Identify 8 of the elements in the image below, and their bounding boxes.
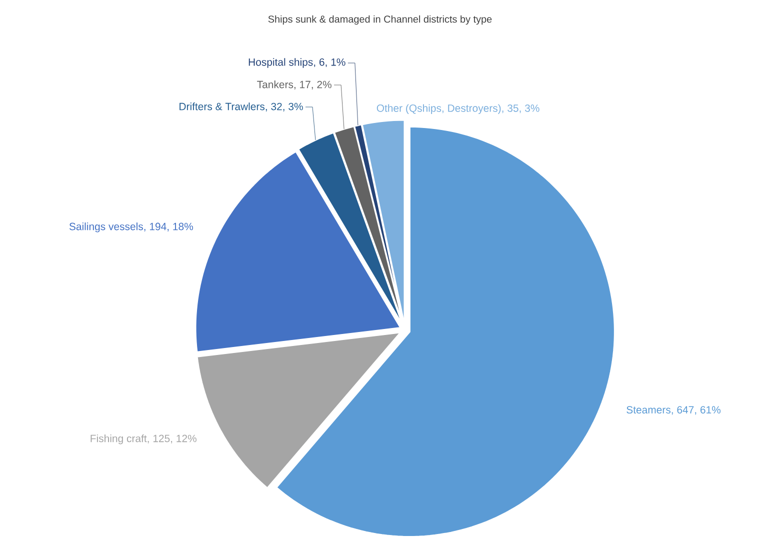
slice-label: Other (Qships, Destroyers), 35, 3%: [376, 104, 540, 114]
slice-label: Fishing craft, 125, 12%: [90, 434, 196, 444]
slice-label: Sailings vessels, 194, 18%: [69, 222, 194, 232]
chart-title: Ships sunk & damaged in Channel districts by type: [268, 15, 492, 25]
slice-label: Tankers, 17, 2%: [257, 80, 332, 90]
slice-label: Hospital ships, 6, 1%: [248, 58, 346, 68]
slice-label: Drifters & Trawlers, 32, 3%: [180, 102, 303, 112]
slice-label: Steamers, 647, 61%: [626, 406, 721, 415]
